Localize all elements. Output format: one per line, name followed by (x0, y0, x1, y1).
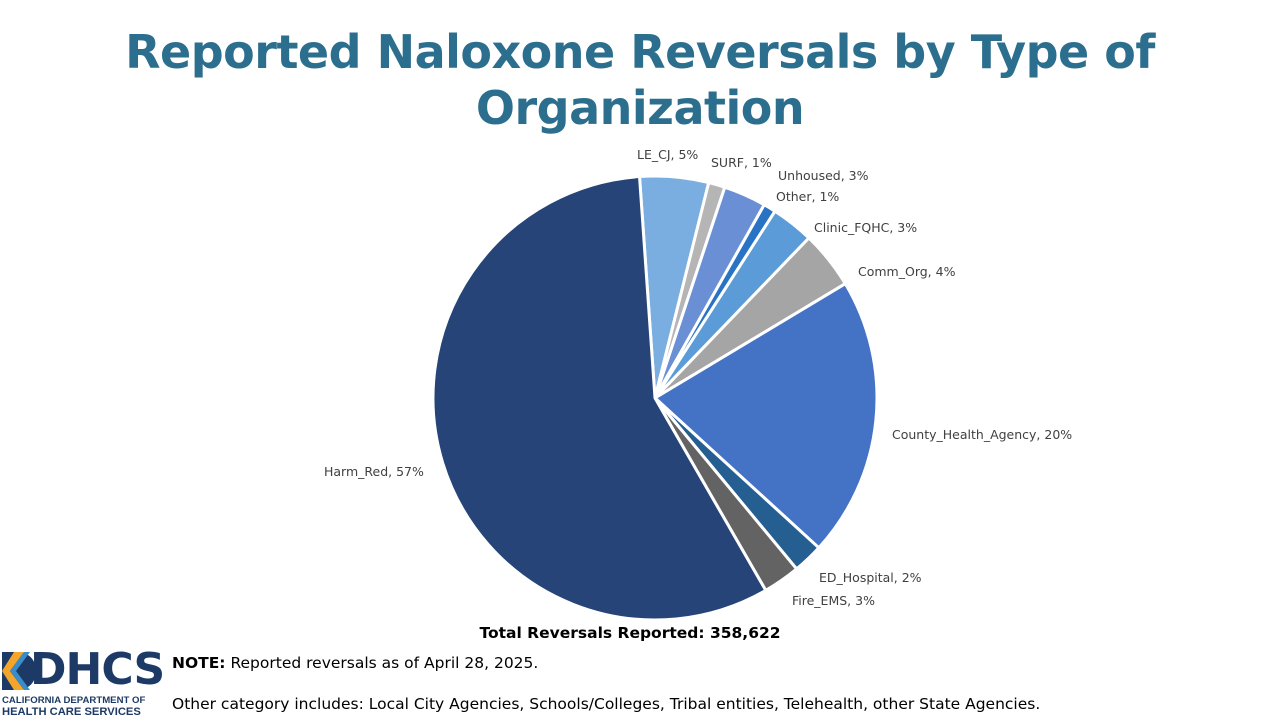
pie-slices (431, 174, 879, 622)
slice-label-harm-red: Harm_Red, 57% (324, 464, 424, 479)
slice-label-ed-hospital: ED_Hospital, 2% (819, 570, 922, 585)
pie-labels: LE_CJ, 5% SURF, 1% Unhoused, 3% Other, 1% Cl… (324, 147, 1072, 608)
slice-label-clinic-fqhc: Clinic_FQHC, 3% (814, 220, 917, 235)
slice-label-unhoused: Unhoused, 3% (778, 168, 869, 183)
other-category-note: Other category includes: Local City Agen… (172, 695, 1041, 713)
slice-label-fire-ems: Fire_EMS, 3% (792, 593, 875, 608)
dhcs-logo-text: DHCS (30, 644, 165, 695)
pie-slice-harm-red (431, 175, 768, 622)
slice-label-le-cj: LE_CJ, 5% (637, 147, 698, 162)
dhcs-logo-mark-icon (2, 652, 36, 690)
dhcs-logo: DHCS CALIFORNIA DEPARTMENT OF HEALTH CAR… (0, 644, 165, 720)
slide-title: Reported Naloxone Reversals by Type of O… (125, 25, 1155, 135)
slice-label-other: Other, 1% (776, 189, 839, 204)
dhcs-logo-line1: CALIFORNIA DEPARTMENT OF (2, 695, 146, 706)
note: NOTE: Reported reversals as of April 28,… (172, 654, 538, 672)
pie-chart: LE_CJ, 5% SURF, 1% Unhoused, 3% Other, 1% Cl… (0, 140, 1280, 630)
dhcs-logo-line2: HEALTH CARE SERVICES (2, 706, 141, 718)
note-text: Reported reversals as of April 28, 2025. (225, 654, 539, 672)
pie-chart-svg: LE_CJ, 5% SURF, 1% Unhoused, 3% Other, 1% Cl… (324, 147, 1072, 622)
slice-label-comm-org: Comm_Org, 4% (858, 264, 956, 279)
slice-label-surf: SURF, 1% (711, 155, 772, 170)
note-prefix: NOTE: (172, 654, 226, 672)
pie-slice-county-health-agency (653, 282, 879, 550)
slice-label-county-health-agency: County_Health_Agency, 20% (892, 427, 1072, 442)
total-reversals: Total Reversals Reported: 358,622 (479, 624, 781, 642)
